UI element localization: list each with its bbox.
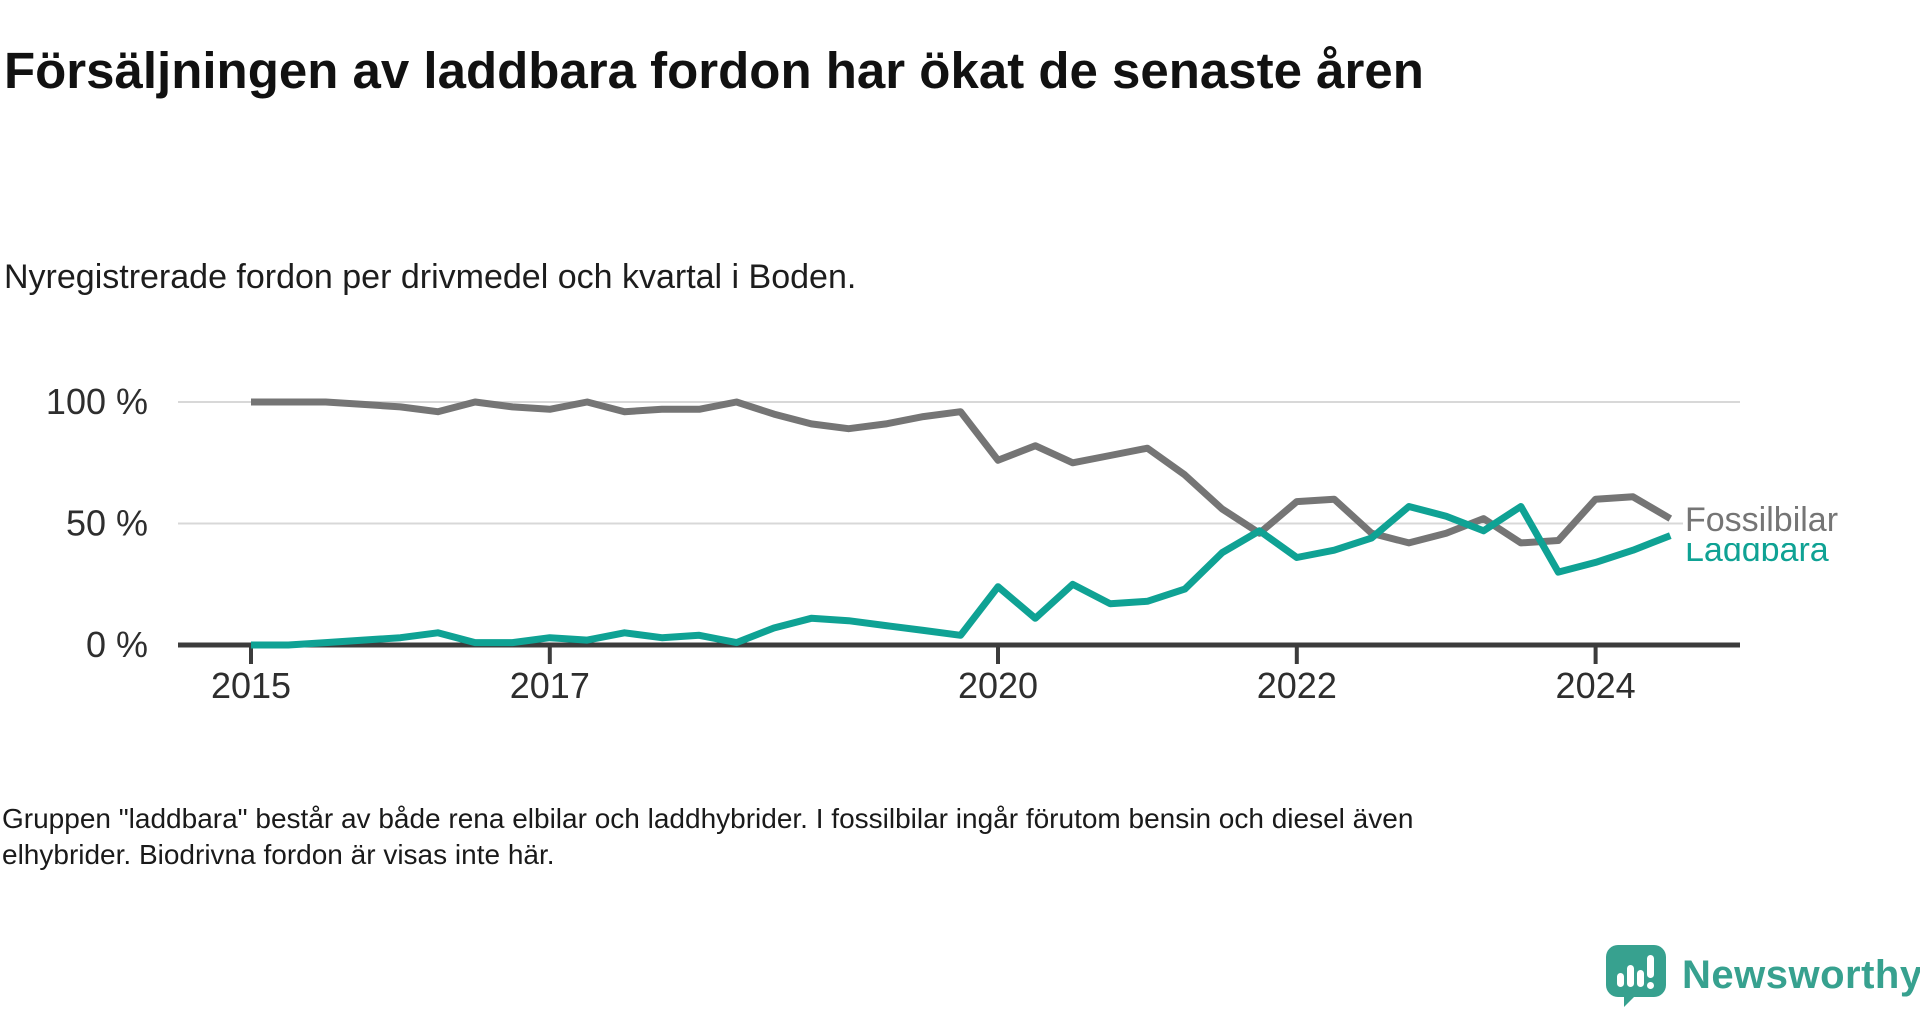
- gridlines: [178, 401, 1740, 525]
- axis-labels: 100 % 50 % 0 % 2015 2017 2020 2022 2024: [46, 381, 1636, 706]
- x-axis-label-2022: 2022: [1257, 665, 1337, 706]
- chart-subtitle: Nyregistrerade fordon per drivmedel och …: [4, 258, 857, 296]
- series-line-laddbara: [251, 503, 1672, 649]
- x-axis-label-2024: 2024: [1556, 665, 1636, 706]
- legend-label-fossilbilar: Fossilbilar: [1683, 498, 1845, 543]
- newsworthy-logo-icon: [1606, 945, 1666, 1007]
- newsworthy-logo: Newsworthy: [1604, 942, 1920, 1008]
- x-axis: [178, 642, 1740, 664]
- x-axis-label-2015: 2015: [211, 665, 291, 706]
- footnote-line-2: elhybrider. Biodrivna fordon är visas in…: [2, 839, 555, 870]
- y-axis-label-0: 0 %: [86, 624, 148, 665]
- footnote-line-1: Gruppen "laddbara" består av både rena e…: [2, 803, 1414, 834]
- newsworthy-logo-text: Newsworthy: [1682, 952, 1920, 997]
- footnote: Gruppen "laddbara" består av både rena e…: [2, 801, 1602, 873]
- line-chart: 100 % 50 % 0 % 2015 2017 2020 2022 2024: [46, 381, 1740, 706]
- series-line-fossilbilar: [251, 398, 1673, 547]
- chart-title: Försäljningen av laddbara fordon har öka…: [4, 42, 1424, 100]
- x-axis-label-2017: 2017: [510, 665, 590, 706]
- y-axis-label-100: 100 %: [46, 381, 148, 422]
- series-lines: [251, 398, 1673, 649]
- y-axis-label-50: 50 %: [66, 503, 148, 544]
- x-axis-label-2020: 2020: [958, 665, 1038, 706]
